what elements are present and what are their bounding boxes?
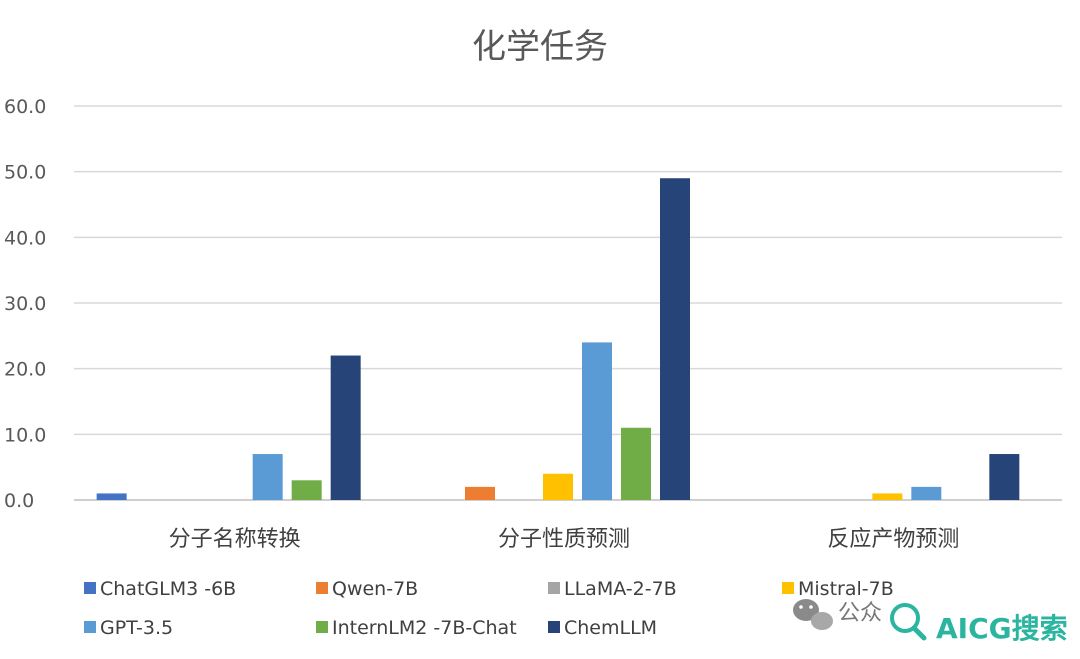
bar <box>621 427 651 500</box>
y-tick-label: 40.0 <box>4 227 46 249</box>
legend-label: Mistral-7B <box>798 578 894 600</box>
legend-swatch <box>84 621 96 633</box>
bar <box>543 473 573 500</box>
legend-item: LLaMA-2-7B <box>548 578 677 600</box>
legend-swatch <box>782 582 794 594</box>
legend-item: Qwen-7B <box>316 578 418 600</box>
wechat-icon <box>793 599 833 630</box>
bars <box>96 178 1020 500</box>
legend-swatch <box>84 582 96 594</box>
bar <box>330 355 361 500</box>
x-category-label: 反应产物预测 <box>827 527 959 552</box>
bar <box>582 342 612 500</box>
bar <box>252 454 283 500</box>
legend-label: Qwen-7B <box>332 578 418 600</box>
legend-swatch <box>548 621 560 633</box>
bar <box>911 486 942 500</box>
x-category-label: 分子名称转换 <box>169 527 301 552</box>
y-tick-label: 50.0 <box>4 162 46 184</box>
legend-label: LLaMA-2-7B <box>564 578 677 600</box>
bar <box>96 493 127 500</box>
watermark-text: 公众 <box>838 601 882 626</box>
legend-label: GPT-3.5 <box>100 617 173 639</box>
x-category-label: 分子性质预测 <box>498 527 630 552</box>
bar <box>660 178 690 500</box>
legend-swatch <box>316 621 328 633</box>
bar <box>989 454 1020 500</box>
legend-swatch <box>316 582 328 594</box>
y-tick-label: 20.0 <box>4 359 46 381</box>
legend-item: GPT-3.5 <box>84 617 173 639</box>
search-icon <box>890 603 927 641</box>
bar <box>872 493 903 500</box>
watermark: 公众 AICG搜索 <box>793 599 1068 645</box>
legend-label: ChatGLM3 -6B <box>100 578 236 600</box>
y-tick-label: 60.0 <box>4 96 46 118</box>
watermark-brand: AICG搜索 <box>936 612 1068 645</box>
x-axis-categories: 分子名称转换 分子性质预测 反应产物预测 <box>169 527 960 552</box>
y-tick-label: 10.0 <box>4 424 46 446</box>
y-tick-label: 30.0 <box>4 293 46 315</box>
y-tick-label: 0.0 <box>4 490 34 512</box>
y-axis-ticks: 0.0 10.0 20.0 30.0 40.0 50.0 60.0 <box>4 96 46 512</box>
legend: ChatGLM3 -6B Qwen-7B LLaMA-2-7B Mistral-7B G… <box>84 578 894 639</box>
legend-item: ChatGLM3 -6B <box>84 578 236 600</box>
bar <box>291 480 322 500</box>
bar <box>465 486 495 500</box>
legend-item: InternLM2 -7B-Chat <box>316 617 517 639</box>
chart-title: 化学任务 <box>472 27 608 67</box>
legend-item: Mistral-7B <box>782 578 894 600</box>
grid <box>74 105 1062 501</box>
legend-swatch <box>548 582 560 594</box>
legend-label: ChemLLM <box>564 617 657 639</box>
legend-label: InternLM2 -7B-Chat <box>332 617 517 639</box>
legend-item: ChemLLM <box>548 617 657 639</box>
